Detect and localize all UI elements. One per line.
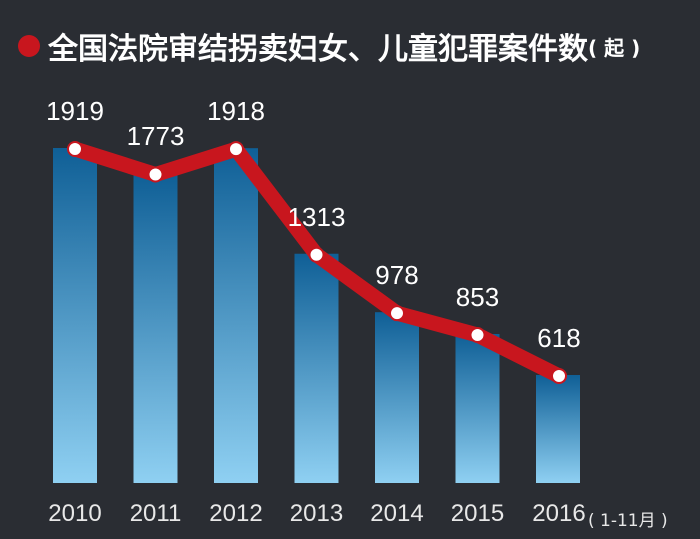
bar-2013 <box>294 253 339 483</box>
bar-series <box>53 148 580 483</box>
chart-title-unit: ( 起 ) <box>588 35 641 60</box>
x-label-2014: 2014 <box>370 500 424 527</box>
x-axis-note: ( 1-11月 ) <box>588 511 668 531</box>
line-markers <box>67 141 567 384</box>
chart-title-text: 全国法院审结拐卖妇女、儿童犯罪案件数 <box>48 32 588 67</box>
value-label-2013: 1313 <box>287 201 346 232</box>
value-label-2014: 978 <box>375 260 419 291</box>
value-label-2011: 1773 <box>126 121 185 152</box>
marker-2014 <box>389 305 405 322</box>
value-label-2015: 853 <box>455 281 500 312</box>
bar-2015 <box>455 333 500 483</box>
x-label-2013: 2013 <box>289 500 344 527</box>
x-label-2010: 2010 <box>48 500 102 527</box>
x-label-2015: 2015 <box>450 500 505 527</box>
bar-2016 <box>536 375 580 483</box>
marker-2012 <box>228 141 244 158</box>
title-bullet-icon <box>18 35 40 57</box>
x-label-2011: 2011 <box>129 500 182 527</box>
value-label-2010: 1919 <box>46 96 104 126</box>
bar-2011 <box>133 173 178 483</box>
chart-title: 全国法院审结拐卖妇女、儿童犯罪案件数 ( 起 ) <box>18 26 641 67</box>
bar-2012 <box>214 148 258 483</box>
marker-2013 <box>308 246 325 263</box>
bar-2010 <box>53 148 97 483</box>
x-label-2012: 2012 <box>209 500 263 527</box>
bar-2014 <box>375 312 419 483</box>
marker-2015 <box>469 326 486 343</box>
marker-2010 <box>67 141 83 157</box>
marker-2016 <box>551 368 567 384</box>
value-label-2016: 618 <box>537 323 581 353</box>
value-label-2012: 1918 <box>207 96 265 127</box>
x-label-2016: 2016 <box>532 500 586 527</box>
marker-2011 <box>147 166 164 183</box>
